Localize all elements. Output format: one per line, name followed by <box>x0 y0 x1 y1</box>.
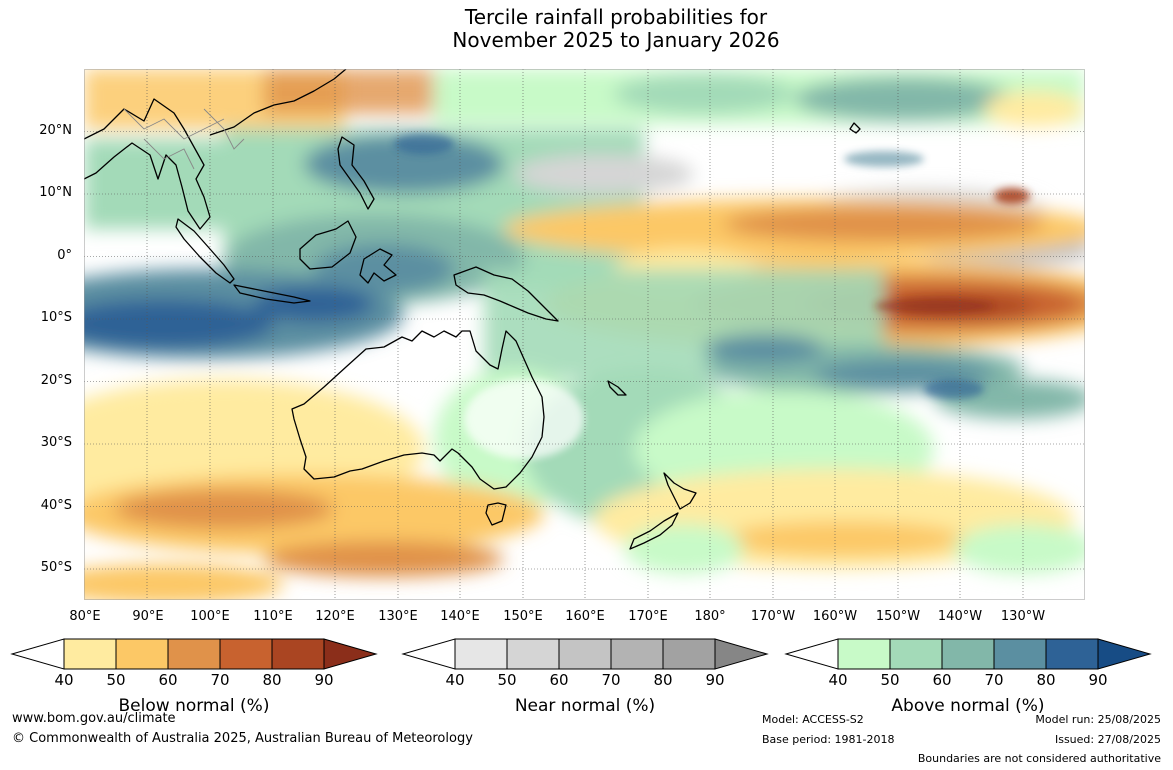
coastlines <box>84 69 861 550</box>
lon-label: 140°W <box>937 609 983 624</box>
new-guinea-coastline <box>453 266 559 322</box>
lon-label: 130°W <box>1000 609 1046 624</box>
legend-color-swatch <box>63 638 117 670</box>
website-link[interactable]: www.bom.gov.au/climate <box>12 711 176 726</box>
graticule <box>84 69 1085 600</box>
above-normal-colorbar <box>784 638 1152 670</box>
below-normal-tick: 40 <box>54 671 74 689</box>
legend-color-swatch <box>714 638 769 670</box>
probability-detail <box>394 134 1030 459</box>
new-zealand-south-coastline <box>629 512 679 550</box>
lat-label: 20°N <box>39 123 72 138</box>
legend-color-swatch <box>784 638 839 670</box>
base-period: Base period: 1981-2018 <box>762 733 895 746</box>
above-normal-tick: 50 <box>880 671 900 689</box>
australia-coastline <box>291 330 545 490</box>
legend-color-swatch <box>10 638 65 670</box>
near-normal-tick: 80 <box>653 671 673 689</box>
lat-label: 10°N <box>39 185 72 200</box>
lat-label: 40°S <box>40 498 72 513</box>
lon-label: 160°E <box>565 609 605 624</box>
lon-label: 150°E <box>503 609 543 624</box>
legend-color-swatch <box>506 638 560 670</box>
near-normal-tick: 90 <box>705 671 725 689</box>
map-frame <box>84 69 1085 600</box>
legend-color-swatch <box>889 638 943 670</box>
below-normal-tick: 80 <box>262 671 282 689</box>
country-borders <box>123 108 245 170</box>
lat-label: 10°S <box>40 310 72 325</box>
lon-label: 80°E <box>69 609 101 624</box>
legend-color-swatch <box>662 638 716 670</box>
map-title-line-1: Tercile rainfall probabilities for <box>464 5 768 29</box>
model-name: Model: ACCESS-S2 <box>762 713 864 726</box>
legend-color-swatch <box>219 638 273 670</box>
below-normal-tick: 50 <box>106 671 126 689</box>
near-normal-colorbar <box>401 638 769 670</box>
legend-color-swatch <box>323 638 378 670</box>
legend-color-swatch <box>454 638 508 670</box>
new-zealand-north-coastline <box>663 472 697 510</box>
below-normal-tick: 70 <box>210 671 230 689</box>
tasmania-coastline <box>485 502 507 526</box>
legend-color-swatch <box>1045 638 1099 670</box>
legend-color-swatch <box>167 638 221 670</box>
lat-label: 0° <box>57 248 72 263</box>
near-normal-tick: 50 <box>497 671 517 689</box>
hawaii-coastline <box>849 122 861 134</box>
lon-label: 170°W <box>750 609 796 624</box>
map-title-line-2: November 2025 to January 2026 <box>452 28 780 52</box>
sulawesi-coastline <box>359 248 397 284</box>
above-normal-tick: 70 <box>984 671 1004 689</box>
lon-label: 110°E <box>253 609 293 624</box>
below-normal-colorbar <box>10 638 378 670</box>
above-normal-tick: 90 <box>1088 671 1108 689</box>
legend-color-swatch <box>837 638 891 670</box>
above-normal-legend-title: Above normal (%) <box>891 696 1045 716</box>
near-normal-tick: 70 <box>601 671 621 689</box>
rainfall-probability-map <box>84 69 1085 600</box>
north-asia-coastline <box>209 69 347 136</box>
model-run-date: Model run: 25/08/2025 <box>1035 713 1161 726</box>
lon-label: 120°E <box>315 609 355 624</box>
issued-date: Issued: 27/08/2025 <box>1054 733 1161 746</box>
sumatra-coastline <box>175 218 235 284</box>
near-normal-tick: 60 <box>549 671 569 689</box>
below-normal-legend-title: Below normal (%) <box>118 696 270 716</box>
boundaries-disclaimer: Boundaries are not considered authoritat… <box>917 752 1161 765</box>
philippines-coastline <box>337 136 375 210</box>
java-coastline <box>233 284 311 304</box>
lon-label: 130°E <box>378 609 418 624</box>
lat-label: 20°S <box>40 373 72 388</box>
above-normal-tick: 60 <box>932 671 952 689</box>
lon-label: 180° <box>694 609 726 624</box>
below-normal-tick: 90 <box>314 671 334 689</box>
legend-color-swatch <box>1097 638 1152 670</box>
below-normal-tick: 60 <box>158 671 178 689</box>
borneo-coastline <box>299 220 357 270</box>
legend-color-swatch <box>941 638 995 670</box>
lon-label: 100°E <box>190 609 230 624</box>
near-normal-tick: 40 <box>445 671 465 689</box>
new-caledonia-coastline <box>607 380 627 396</box>
lat-label: 50°S <box>40 560 72 575</box>
above-normal-tick: 40 <box>828 671 848 689</box>
lon-label: 90°E <box>132 609 164 624</box>
legend-color-swatch <box>115 638 169 670</box>
above-normal-tick: 80 <box>1036 671 1056 689</box>
lat-label: 30°S <box>40 435 72 450</box>
lon-label: 150°W <box>875 609 921 624</box>
lon-label: 170°E <box>628 609 668 624</box>
copyright-text: © Commonwealth of Australia 2025, Austra… <box>12 731 473 746</box>
near-normal-legend-title: Near normal (%) <box>514 696 656 716</box>
legend-color-swatch <box>271 638 325 670</box>
legend-color-swatch <box>558 638 612 670</box>
legend-color-swatch <box>401 638 456 670</box>
lon-label: 140°E <box>440 609 480 624</box>
lon-label: 160°W <box>812 609 858 624</box>
legend-color-swatch <box>993 638 1047 670</box>
legend-color-swatch <box>610 638 664 670</box>
mainland-asia-coastline <box>84 98 211 230</box>
